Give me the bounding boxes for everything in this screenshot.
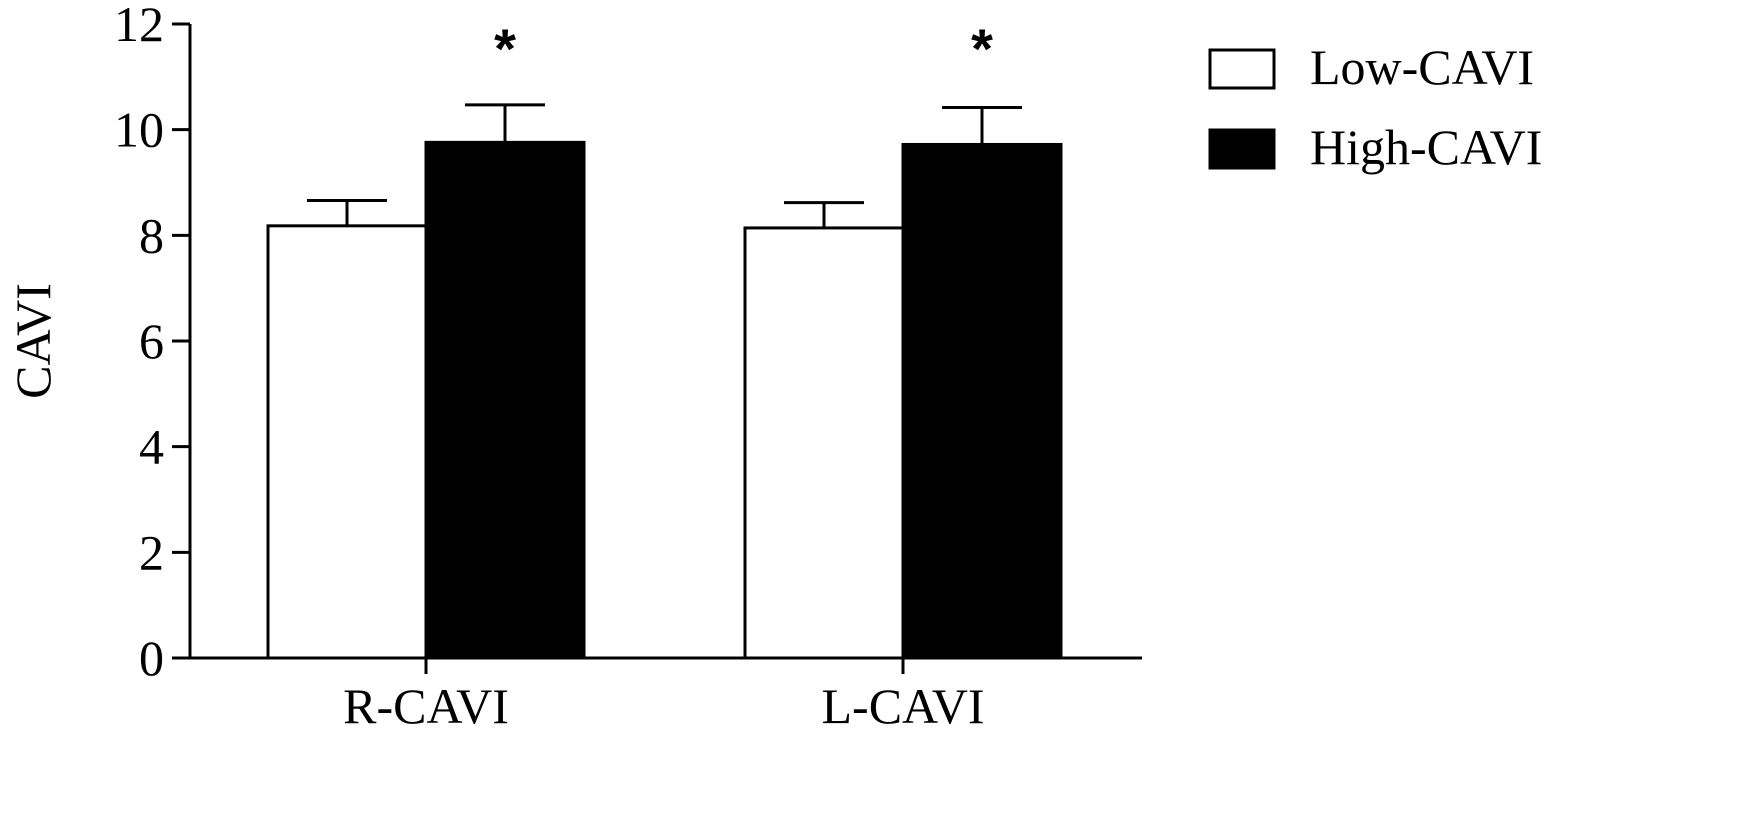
y-axis-ticks: 0 2 4 6 8 10 12 [114, 0, 190, 686]
y-tick-label: 12 [114, 0, 164, 52]
bar-low-cavi-l-cavi [743, 226, 905, 660]
plot-area: * * [266, 17, 1063, 660]
y-tick-label: 6 [139, 313, 164, 369]
x-tick-label: L-CAVI [822, 678, 985, 734]
bar-low-cavi-r-cavi [266, 224, 428, 660]
y-tick-label: 4 [139, 419, 164, 475]
legend-swatch [1208, 128, 1276, 170]
y-tick-label: 0 [139, 630, 164, 686]
legend: Low-CAVI High-CAVI [1208, 39, 1542, 175]
legend-label: High-CAVI [1310, 119, 1542, 175]
x-tick-label: R-CAVI [343, 678, 509, 734]
significance-marker: * [971, 17, 993, 80]
legend-label: Low-CAVI [1310, 39, 1534, 95]
y-tick-label: 2 [139, 524, 164, 580]
bar-high-cavi-l-cavi [901, 142, 1063, 660]
x-axis-categories: R-CAVI L-CAVI [343, 658, 984, 734]
y-axis-title: CAVI [5, 283, 61, 399]
significance-marker: * [494, 17, 516, 80]
legend-swatch [1208, 48, 1276, 90]
y-tick-label: 10 [114, 102, 164, 158]
bar-high-cavi-r-cavi [424, 140, 586, 660]
y-tick-label: 8 [139, 207, 164, 263]
